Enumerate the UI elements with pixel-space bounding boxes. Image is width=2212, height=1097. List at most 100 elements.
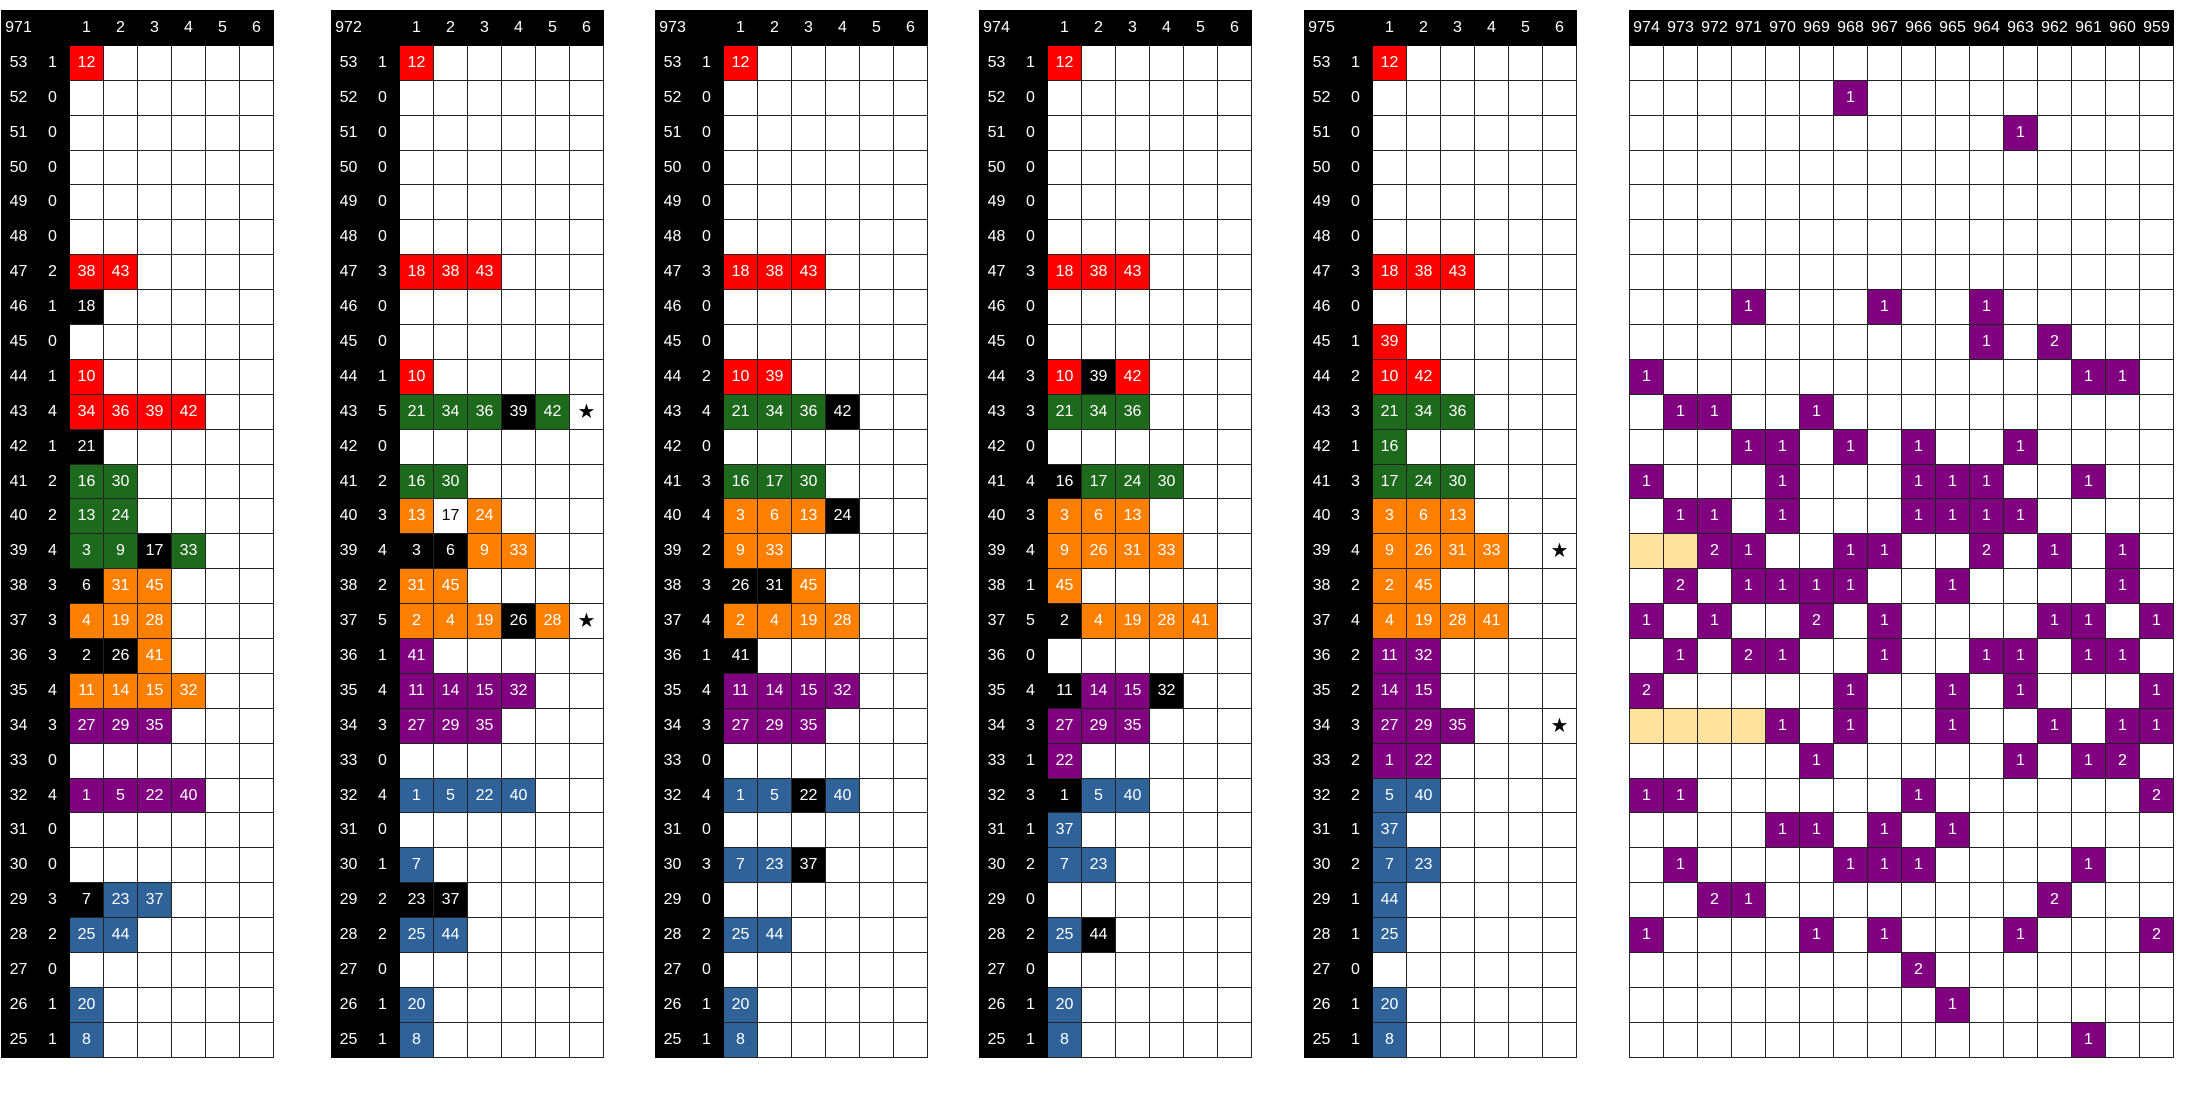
row-number: 34 [655,707,690,744]
grid-cell [2105,324,2140,360]
grid-cell: 3 [723,498,758,535]
row-count: 2 [35,463,70,500]
panel-971: 971 1 2 3 4 5 6 53 1 12 52 0 51 0 50 0 49 0 48 0 47 2 38 43 46 1 1… [1,10,274,1058]
grid-cell [1508,812,1543,849]
grid-cell: 13 [1115,498,1150,535]
grid-cell [1663,952,1698,988]
grid-cell [1542,498,1577,535]
grid-cell: 2 [1697,882,1732,919]
row-count: 4 [365,672,400,709]
grid-cell: 1 [1372,742,1407,779]
table-row: 40 3 13 17 24 [331,498,604,535]
grid-cell [1149,638,1184,674]
grid-cell [2139,742,2174,779]
grid-cell [1183,463,1218,500]
grid-cell [893,672,928,709]
grid-cell: 1 [2071,358,2106,395]
grid-cell: 3 [69,533,104,570]
grid-cell [1799,428,1834,465]
grid-cell [791,324,826,360]
grid-cell [1440,812,1475,849]
grid-cell [1474,254,1509,291]
grid-cell: 1 [1697,603,1732,640]
grid-cell [171,463,206,500]
grid-cell [1217,254,1252,291]
table-row: 42 1 16 [1304,428,1577,465]
grid-cell [2139,184,2174,221]
grid-cell [1697,847,1732,884]
table-row: 26 1 20 [1304,986,1577,1023]
grid-cell [137,1021,172,1058]
grid-cell: 1 [1663,638,1698,674]
grid-cell [1047,184,1082,221]
row-count: 3 [365,254,400,291]
grid-cell [2105,289,2140,326]
row-number: 39 [331,533,366,570]
grid-cell [171,742,206,779]
grid-cell [2105,463,2140,500]
grid-cell: 27 [399,707,434,744]
grid-cell [2037,742,2072,779]
row-number: 29 [655,882,690,919]
table-row: 34 3 27 29 35 [331,707,604,744]
grid-cell: 10 [723,358,758,395]
table-row: 36 3 2 26 41 [1,638,274,674]
grid-cell [1663,986,1698,1023]
grid-cell [1867,568,1902,605]
grid-cell [1629,986,1664,1023]
table-row: 29 0 [655,882,928,919]
grid-cell [2003,533,2038,570]
grid-cell: 21 [399,393,434,430]
grid-cell [2037,847,2072,884]
grid-cell [205,428,240,465]
row-number: 28 [1,917,36,954]
table-row: 45 0 [1,324,274,360]
row-count: 1 [1338,1021,1373,1058]
grid-cell [1508,428,1543,465]
row-count: 4 [689,498,724,535]
row-count: 3 [35,568,70,605]
row-count: 3 [35,882,70,919]
grid-cell [1149,149,1184,186]
grid-cell [1406,79,1441,116]
grid-cell [1969,603,2004,640]
grid-cell [467,219,502,256]
grid-cell [239,1021,274,1058]
row-count: 0 [365,289,400,326]
column-header: 962 [2037,10,2072,46]
row-count: 3 [689,568,724,605]
grid-cell: 27 [723,707,758,744]
grid-cell [1217,847,1252,884]
grid-cell: 35 [1440,707,1475,744]
row-number: 36 [1304,638,1339,674]
grid-cell [1969,812,2004,849]
row-count: 1 [365,44,400,81]
grid-cell [791,219,826,256]
grid-cell [1183,812,1218,849]
grid-cell [1765,184,1800,221]
row-number: 34 [1304,707,1339,744]
row-number: 34 [331,707,366,744]
grid-cell [1542,289,1577,326]
grid-cell: 1 [1867,812,1902,849]
grid-cell [569,254,604,291]
row-count: 0 [689,114,724,151]
grid-cell [1183,952,1218,988]
grid-cell [171,358,206,395]
grid-cell: 25 [399,917,434,954]
row-number: 37 [655,603,690,640]
grid-cell [723,149,758,186]
grid-cell [69,219,104,256]
grid-cell: 2 [2139,777,2174,814]
row-number: 28 [979,917,1014,954]
grid-cell [2037,812,2072,849]
table-row: 28 2 25 44 [979,917,1252,954]
grid-cell [1935,219,1970,256]
grid-cell [1799,672,1834,709]
grid-cell [1081,568,1116,605]
grid-cell [2139,498,2174,535]
grid-cell: 7 [1372,847,1407,884]
grid-cell [825,358,860,395]
table-row: 49 0 [1304,184,1577,221]
grid-cell: 20 [1372,986,1407,1023]
